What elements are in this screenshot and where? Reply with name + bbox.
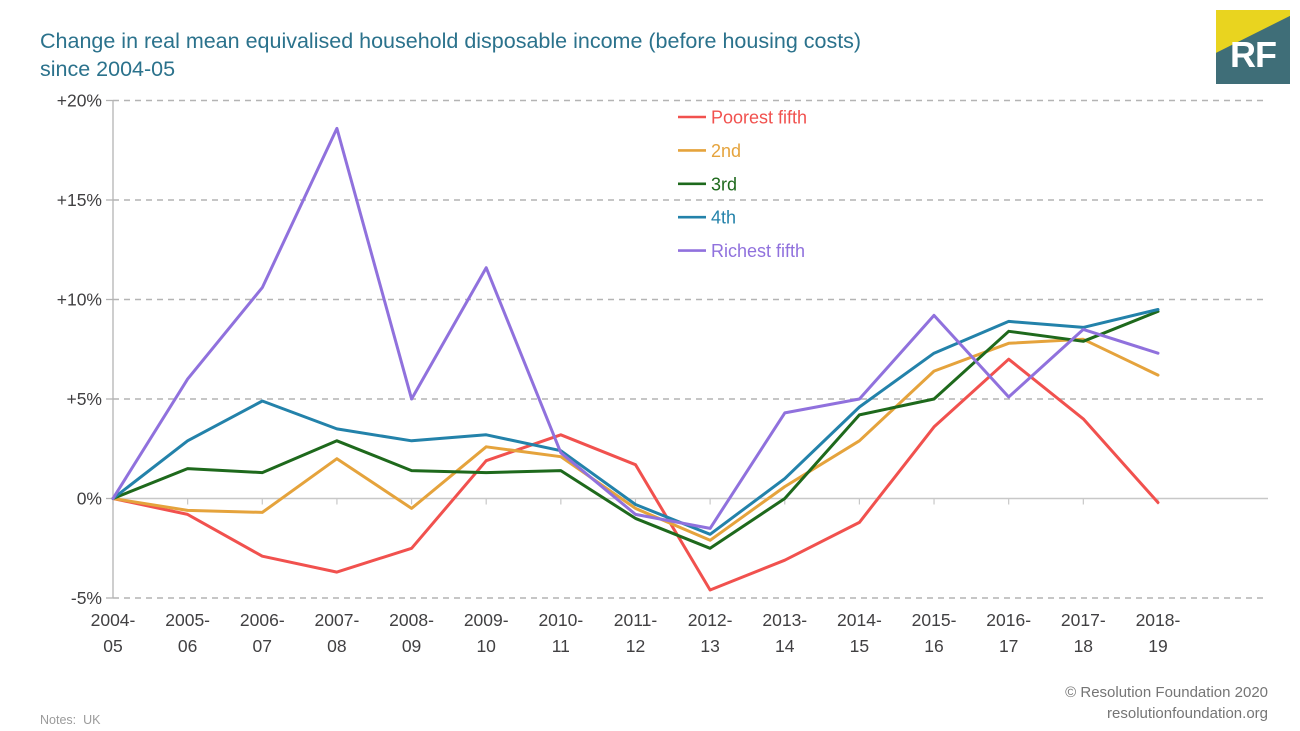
legend-label-poorest-fifth: Poorest fifth: [711, 108, 807, 128]
rf-logo-text: RF: [1230, 34, 1277, 75]
legend-label-2nd: 2nd: [711, 141, 741, 161]
chart-footer: © Resolution Foundation 2020 resolutionf…: [1065, 682, 1268, 724]
series-line-4th: [111, 308, 1160, 536]
rf-logo: RF: [1216, 10, 1290, 84]
x-tick-label: 2013-14: [762, 610, 807, 656]
chart-title: Change in real mean equivalised househol…: [40, 27, 861, 83]
y-tick-label: +20%: [57, 91, 102, 111]
x-tick-label: 2007-08: [315, 610, 360, 656]
series-line-2nd: [111, 337, 1160, 542]
x-tick-label: 2015-16: [912, 610, 957, 656]
chart-title-line1: Change in real mean equivalised househol…: [40, 29, 862, 53]
y-tick-label: -5%: [71, 588, 102, 608]
x-tick-label: 2004-05: [91, 610, 136, 656]
copyright-line: © Resolution Foundation 2020: [1065, 684, 1268, 701]
x-tick-label: 2012-13: [688, 610, 733, 656]
series-line-poorest-fifth: [111, 357, 1160, 592]
y-tick-label: +5%: [66, 389, 102, 409]
x-tick-label: 2010-11: [538, 610, 583, 656]
series-line-3rd: [111, 309, 1160, 550]
x-tick-label: 2016-17: [986, 610, 1031, 656]
x-tick-label: 2006-07: [240, 610, 285, 656]
legend-label-4th: 4th: [711, 208, 736, 228]
x-tick-label: 2017-18: [1061, 610, 1106, 656]
x-tick-label: 2005-06: [165, 610, 210, 656]
x-tick-label: 2009-10: [464, 610, 509, 656]
x-tick-label: 2008-09: [389, 610, 434, 656]
x-tick-label: 2018-19: [1136, 610, 1181, 656]
website-line: resolutionfoundation.org: [1107, 705, 1268, 722]
chart-title-line2: since 2004-05: [40, 57, 176, 81]
notes-line: Notes: UK: [40, 713, 101, 727]
x-tick-label: 2014-15: [837, 610, 882, 656]
legend-label-richest-fifth: Richest fifth: [711, 241, 805, 261]
series-line-richest-fifth: [111, 126, 1160, 530]
chart-notes: Notes: UK Source: ONS: [40, 680, 114, 731]
legend-label-3rd: 3rd: [711, 174, 737, 194]
y-tick-label: +15%: [57, 190, 102, 210]
y-tick-label: +10%: [57, 290, 102, 310]
x-tick-label: 2011-12: [614, 610, 658, 656]
y-tick-label: 0%: [77, 489, 102, 509]
